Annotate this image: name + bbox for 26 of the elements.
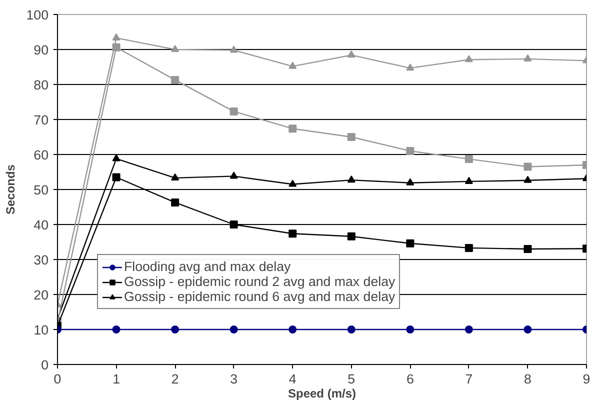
x-tick-label: 7 bbox=[465, 372, 473, 386]
y-tick-label: 90 bbox=[34, 42, 49, 58]
legend-label: Flooding avg and max delay bbox=[124, 259, 291, 274]
y-tick-label: 10 bbox=[34, 322, 49, 338]
y-tick-label: 70 bbox=[34, 112, 49, 128]
y-tick-label: 30 bbox=[34, 252, 49, 268]
x-tick-label: 8 bbox=[524, 372, 532, 386]
x-tick-label: 4 bbox=[288, 372, 297, 386]
y-tick-label: 50 bbox=[34, 182, 49, 198]
x-tick-label: 1 bbox=[112, 372, 120, 386]
x-axis-title: Speed (m/s) bbox=[288, 386, 356, 400]
y-tick-label: 40 bbox=[34, 218, 49, 232]
x-tick-label: 3 bbox=[230, 372, 238, 386]
x-tick-label: 2 bbox=[171, 372, 179, 386]
x-tick-label: 6 bbox=[406, 372, 414, 386]
legend-label: Gossip - epidemic round 6 avg and max delay bbox=[124, 289, 396, 304]
y-tick-label: 20 bbox=[34, 288, 49, 302]
y-tick-label: 60 bbox=[34, 148, 49, 162]
y-axis-title: Seconds bbox=[3, 164, 18, 215]
y-tick-label: 100 bbox=[26, 8, 49, 22]
x-tick-label: 9 bbox=[582, 372, 590, 386]
y-tick-label: 0 bbox=[41, 358, 49, 372]
x-tick-label: 0 bbox=[54, 372, 62, 386]
y-tick-label: 80 bbox=[34, 78, 49, 92]
x-tick-label: 5 bbox=[348, 372, 356, 386]
legend-label: Gossip - epidemic round 2 avg and max delay bbox=[124, 274, 396, 289]
